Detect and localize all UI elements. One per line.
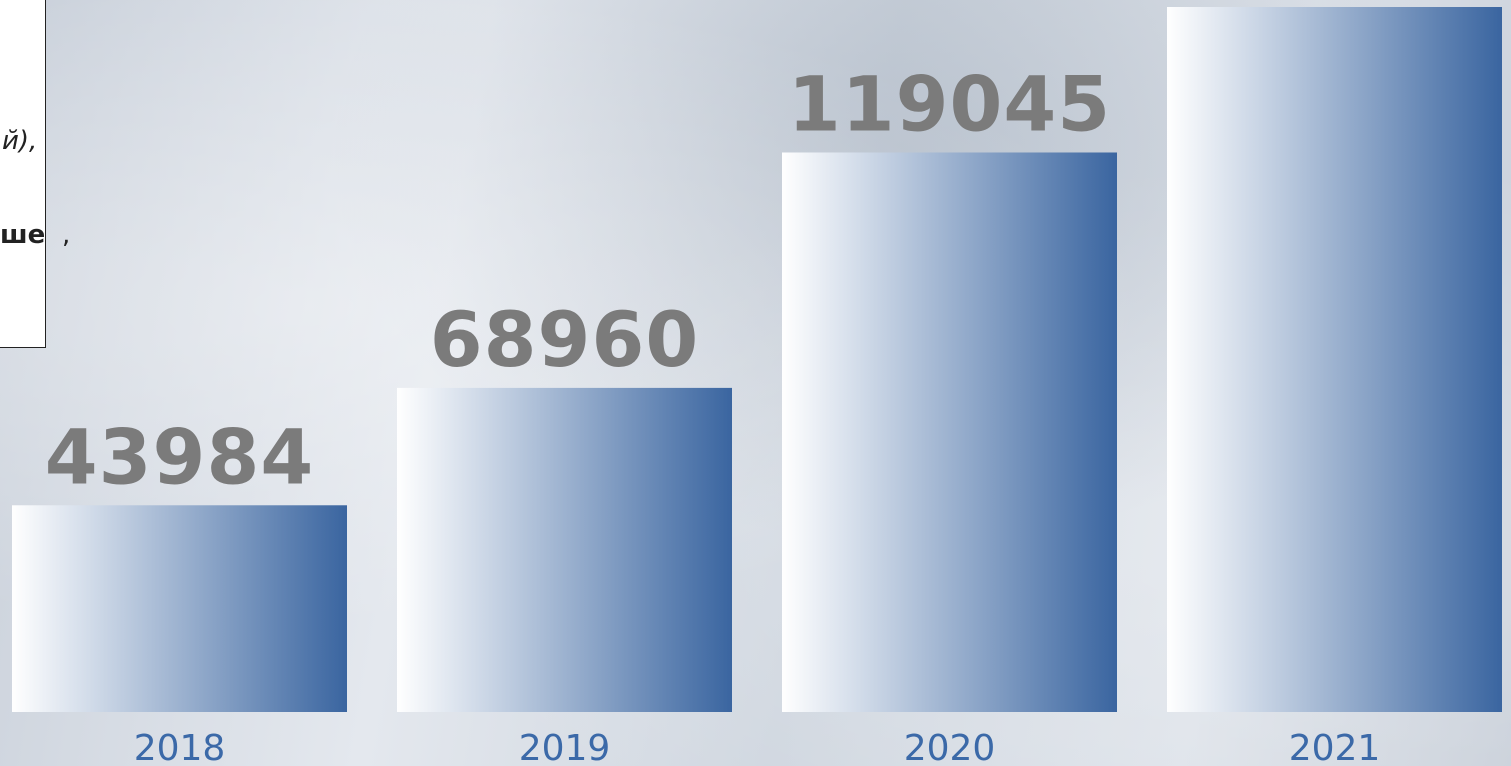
page: chart html, body { margin: 0; padding: 0… [0,0,1511,766]
bar [782,152,1117,712]
x-tick-label: 2020 [904,728,996,766]
bar [12,505,347,712]
value-label: 119045 [788,59,1111,148]
bar [1167,7,1502,712]
value-label: 68960 [430,295,699,384]
page-body: {"text_box": {"fragments": ["й),", "ше",… [0,0,1511,766]
x-tick-label: 2018 [134,728,226,766]
x-tick-label: 2021 [1289,728,1381,766]
value-label: 43984 [45,412,314,501]
x-tick-label: 2019 [519,728,611,766]
chart: 43984 2018 68960 2019 119045 2020 2021 [0,0,1511,766]
bar [397,388,732,712]
